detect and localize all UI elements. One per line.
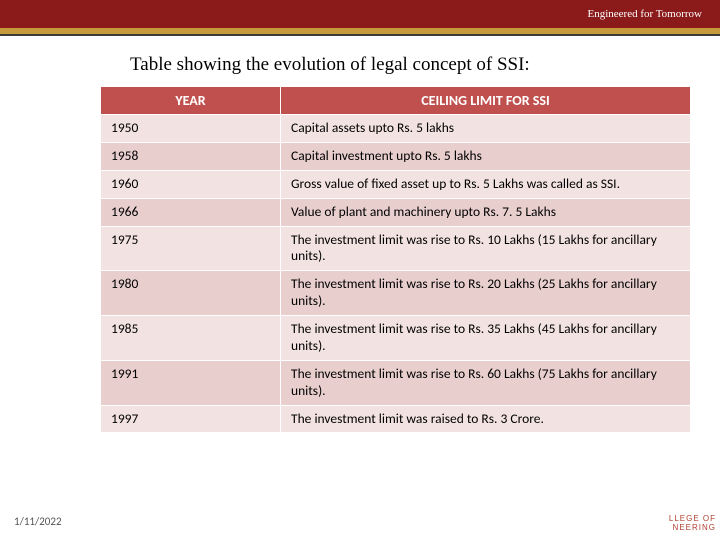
table-row: 1958 Capital investment upto Rs. 5 lakhs bbox=[101, 142, 691, 170]
table-row: 1966 Value of plant and machinery upto R… bbox=[101, 198, 691, 226]
corner-logo: LLEGE OF NEERING bbox=[662, 510, 720, 540]
ssi-evolution-table: YEAR CEILING LIMIT FOR SSI 1950 Capital … bbox=[100, 86, 691, 433]
slide: Engineered for Tomorrow Table showing th… bbox=[0, 0, 720, 540]
cell-year: 1960 bbox=[101, 170, 281, 198]
cell-year: 1997 bbox=[101, 405, 281, 433]
table-body: 1950 Capital assets upto Rs. 5 lakhs 195… bbox=[101, 115, 691, 433]
cell-desc: The investment limit was rise to Rs. 60 … bbox=[281, 360, 691, 405]
table-row: 1997 The investment limit was raised to … bbox=[101, 405, 691, 433]
header-bar: Engineered for Tomorrow bbox=[0, 0, 720, 28]
cell-year: 1980 bbox=[101, 271, 281, 316]
cell-desc: The investment limit was rise to Rs. 20 … bbox=[281, 271, 691, 316]
cell-year: 1958 bbox=[101, 142, 281, 170]
cell-year: 1985 bbox=[101, 316, 281, 361]
table-row: 1975 The investment limit was rise to Rs… bbox=[101, 226, 691, 271]
table-row: 1950 Capital assets upto Rs. 5 lakhs bbox=[101, 115, 691, 143]
cell-desc: The investment limit was raised to Rs. 3… bbox=[281, 405, 691, 433]
cell-desc: Gross value of fixed asset up to Rs. 5 L… bbox=[281, 170, 691, 198]
col-year: YEAR bbox=[101, 87, 281, 115]
cell-desc: The investment limit was rise to Rs. 10 … bbox=[281, 226, 691, 271]
table-row: 1960 Gross value of fixed asset up to Rs… bbox=[101, 170, 691, 198]
table-row: 1980 The investment limit was rise to Rs… bbox=[101, 271, 691, 316]
title-area: Table showing the evolution of legal con… bbox=[0, 36, 720, 86]
cell-desc: Value of plant and machinery upto Rs. 7.… bbox=[281, 198, 691, 226]
cell-desc: The investment limit was rise to Rs. 35 … bbox=[281, 316, 691, 361]
cell-year: 1975 bbox=[101, 226, 281, 271]
footer-date: 1/11/2022 bbox=[14, 515, 62, 528]
col-ceiling: CEILING LIMIT FOR SSI bbox=[281, 87, 691, 115]
page-title: Table showing the evolution of legal con… bbox=[130, 54, 640, 76]
table-container: YEAR CEILING LIMIT FOR SSI 1950 Capital … bbox=[0, 86, 720, 433]
table-row: 1991 The investment limit was rise to Rs… bbox=[101, 360, 691, 405]
cell-desc: Capital investment upto Rs. 5 lakhs bbox=[281, 142, 691, 170]
cell-year: 1991 bbox=[101, 360, 281, 405]
table-header-row: YEAR CEILING LIMIT FOR SSI bbox=[101, 87, 691, 115]
logo-text: LLEGE OF NEERING bbox=[669, 514, 716, 532]
cell-desc: Capital assets upto Rs. 5 lakhs bbox=[281, 115, 691, 143]
cell-year: 1950 bbox=[101, 115, 281, 143]
cell-year: 1966 bbox=[101, 198, 281, 226]
tagline: Engineered for Tomorrow bbox=[588, 8, 703, 20]
table-row: 1985 The investment limit was rise to Rs… bbox=[101, 316, 691, 361]
